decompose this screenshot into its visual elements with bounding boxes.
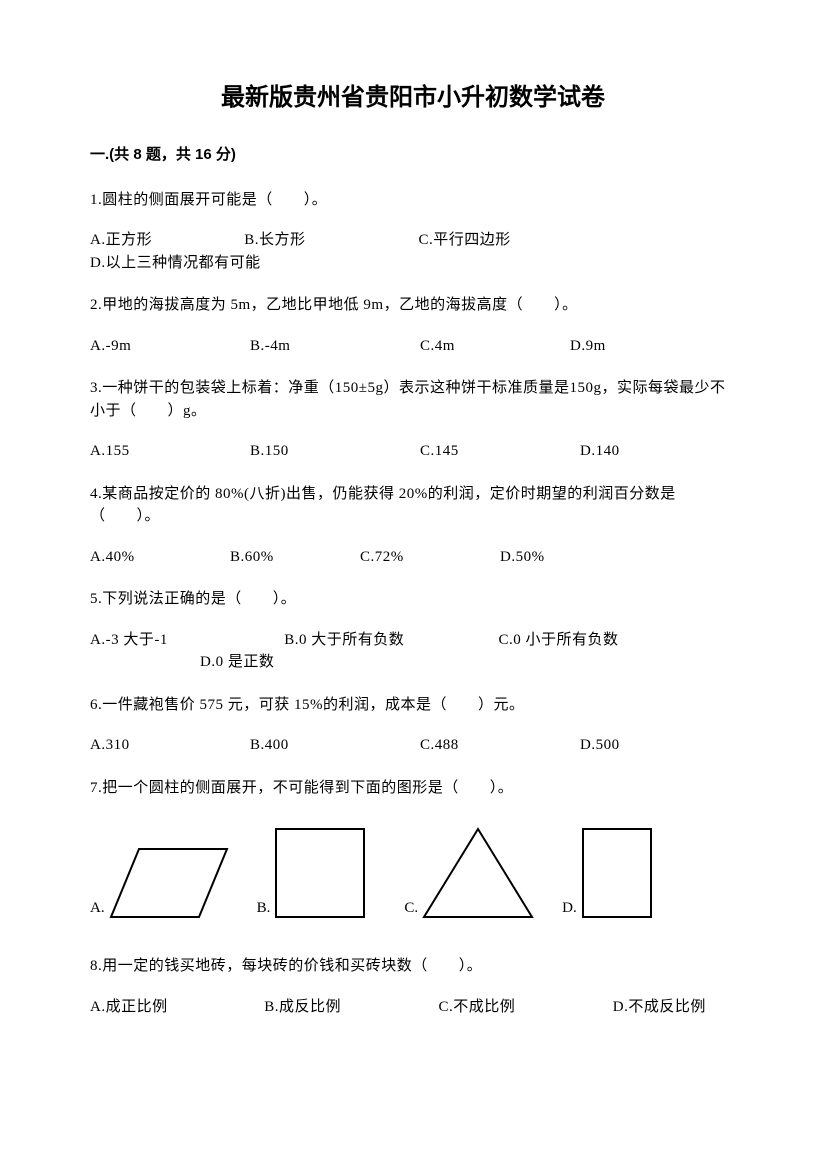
q8-opt-d: D.不成反比例	[613, 996, 706, 1019]
q4-opt-d: D.50%	[500, 546, 545, 569]
q5-opt-b: B.0 大于所有负数	[284, 629, 494, 652]
question-6: 6.一件藏袍售价 575 元，可获 15%的利润，成本是（ ）元。 A.310 …	[90, 694, 736, 757]
q1-options: A.正方形 B.长方形 C.平行四边形 D.以上三种情况都有可能	[90, 229, 736, 274]
q3-opt-d: D.140	[580, 440, 620, 463]
q6-opt-a: A.310	[90, 734, 250, 757]
q7-shape-c: C.	[404, 827, 534, 919]
q4-opt-c: C.72%	[360, 546, 500, 569]
q7-opt-a: A.	[90, 897, 105, 920]
q5-opt-a: A.-3 大于-1	[90, 629, 280, 652]
q3-opt-a: A.155	[90, 440, 250, 463]
q1-opt-b: B.长方形	[244, 229, 414, 252]
question-4: 4.某商品按定价的 80%(八折)出售，仍能获得 20%的利润，定价时期望的利润…	[90, 483, 736, 569]
q8-opt-a: A.成正比例	[90, 996, 260, 1019]
q6-text: 6.一件藏袍售价 575 元，可获 15%的利润，成本是（ ）元。	[90, 694, 736, 717]
q6-opt-d: D.500	[580, 734, 620, 757]
q3-text: 3.一种饼干的包装袋上标着：净重（150±5g）表示这种饼干标准质量是150g，…	[90, 377, 736, 422]
q4-opt-a: A.40%	[90, 546, 230, 569]
question-2: 2.甲地的海拔高度为 5m，乙地比甲地低 9m，乙地的海拔高度（ ）。 A.-9…	[90, 294, 736, 357]
q5-opt-c: C.0 小于所有负数	[499, 629, 619, 652]
q3-opt-c: C.145	[420, 440, 580, 463]
q4-options: A.40% B.60% C.72% D.50%	[90, 546, 736, 569]
question-3: 3.一种饼干的包装袋上标着：净重（150±5g）表示这种饼干标准质量是150g，…	[90, 377, 736, 463]
q7-opt-b: B.	[257, 897, 271, 920]
q5-opt-d: D.0 是正数	[200, 651, 274, 674]
q8-opt-b: B.成反比例	[264, 996, 434, 1019]
q7-shape-a: A.	[90, 847, 229, 919]
q7-opt-c: C.	[404, 897, 418, 920]
question-1: 1.圆柱的侧面展开可能是（ ）。 A.正方形 B.长方形 C.平行四边形 D.以…	[90, 189, 736, 275]
q2-text: 2.甲地的海拔高度为 5m，乙地比甲地低 9m，乙地的海拔高度（ ）。	[90, 294, 736, 317]
q7-opt-d: D.	[562, 897, 577, 920]
question-5: 5.下列说法正确的是（ ）。 A.-3 大于-1 B.0 大于所有负数 C.0 …	[90, 588, 736, 674]
q3-opt-b: B.150	[250, 440, 420, 463]
q2-options: A.-9m B.-4m C.4m D.9m	[90, 335, 736, 358]
q8-options: A.成正比例 B.成反比例 C.不成比例 D.不成反比例	[90, 996, 736, 1019]
q7-shapes: A. B. C. D.	[90, 827, 736, 919]
triangle-icon	[422, 827, 534, 919]
q3-options: A.155 B.150 C.145 D.140	[90, 440, 736, 463]
q4-text: 4.某商品按定价的 80%(八折)出售，仍能获得 20%的利润，定价时期望的利润…	[90, 483, 736, 528]
question-8: 8.用一定的钱买地砖，每块砖的价钱和买砖块数（ ）。 A.成正比例 B.成反比例…	[90, 955, 736, 1018]
q5-text: 5.下列说法正确的是（ ）。	[90, 588, 736, 611]
parallelogram-icon	[109, 847, 229, 919]
q1-text: 1.圆柱的侧面展开可能是（ ）。	[90, 189, 736, 212]
section-header: 一.(共 8 题，共 16 分)	[90, 144, 736, 167]
q1-opt-a: A.正方形	[90, 229, 240, 252]
q8-text: 8.用一定的钱买地砖，每块砖的价钱和买砖块数（ ）。	[90, 955, 736, 978]
q2-opt-c: C.4m	[420, 335, 570, 358]
page-title: 最新版贵州省贵阳市小升初数学试卷	[90, 80, 736, 116]
q5-options: A.-3 大于-1 B.0 大于所有负数 C.0 小于所有负数 D.0 是正数	[90, 629, 736, 674]
q7-shape-d: D.	[562, 827, 653, 919]
q2-opt-b: B.-4m	[250, 335, 420, 358]
rectangle-icon	[581, 827, 653, 919]
q6-opt-c: C.488	[420, 734, 580, 757]
q8-opt-c: C.不成比例	[439, 996, 609, 1019]
question-7: 7.把一个圆柱的侧面展开，不可能得到下面的图形是（ ）。 A. B. C. D.	[90, 777, 736, 920]
q1-opt-d: D.以上三种情况都有可能	[90, 252, 261, 275]
q4-opt-b: B.60%	[230, 546, 360, 569]
q1-opt-c: C.平行四边形	[419, 229, 609, 252]
q2-opt-d: D.9m	[570, 335, 606, 358]
q2-opt-a: A.-9m	[90, 335, 250, 358]
q6-opt-b: B.400	[250, 734, 420, 757]
square-icon	[274, 827, 366, 919]
q7-text: 7.把一个圆柱的侧面展开，不可能得到下面的图形是（ ）。	[90, 777, 736, 800]
q7-shape-b: B.	[257, 827, 367, 919]
q6-options: A.310 B.400 C.488 D.500	[90, 734, 736, 757]
